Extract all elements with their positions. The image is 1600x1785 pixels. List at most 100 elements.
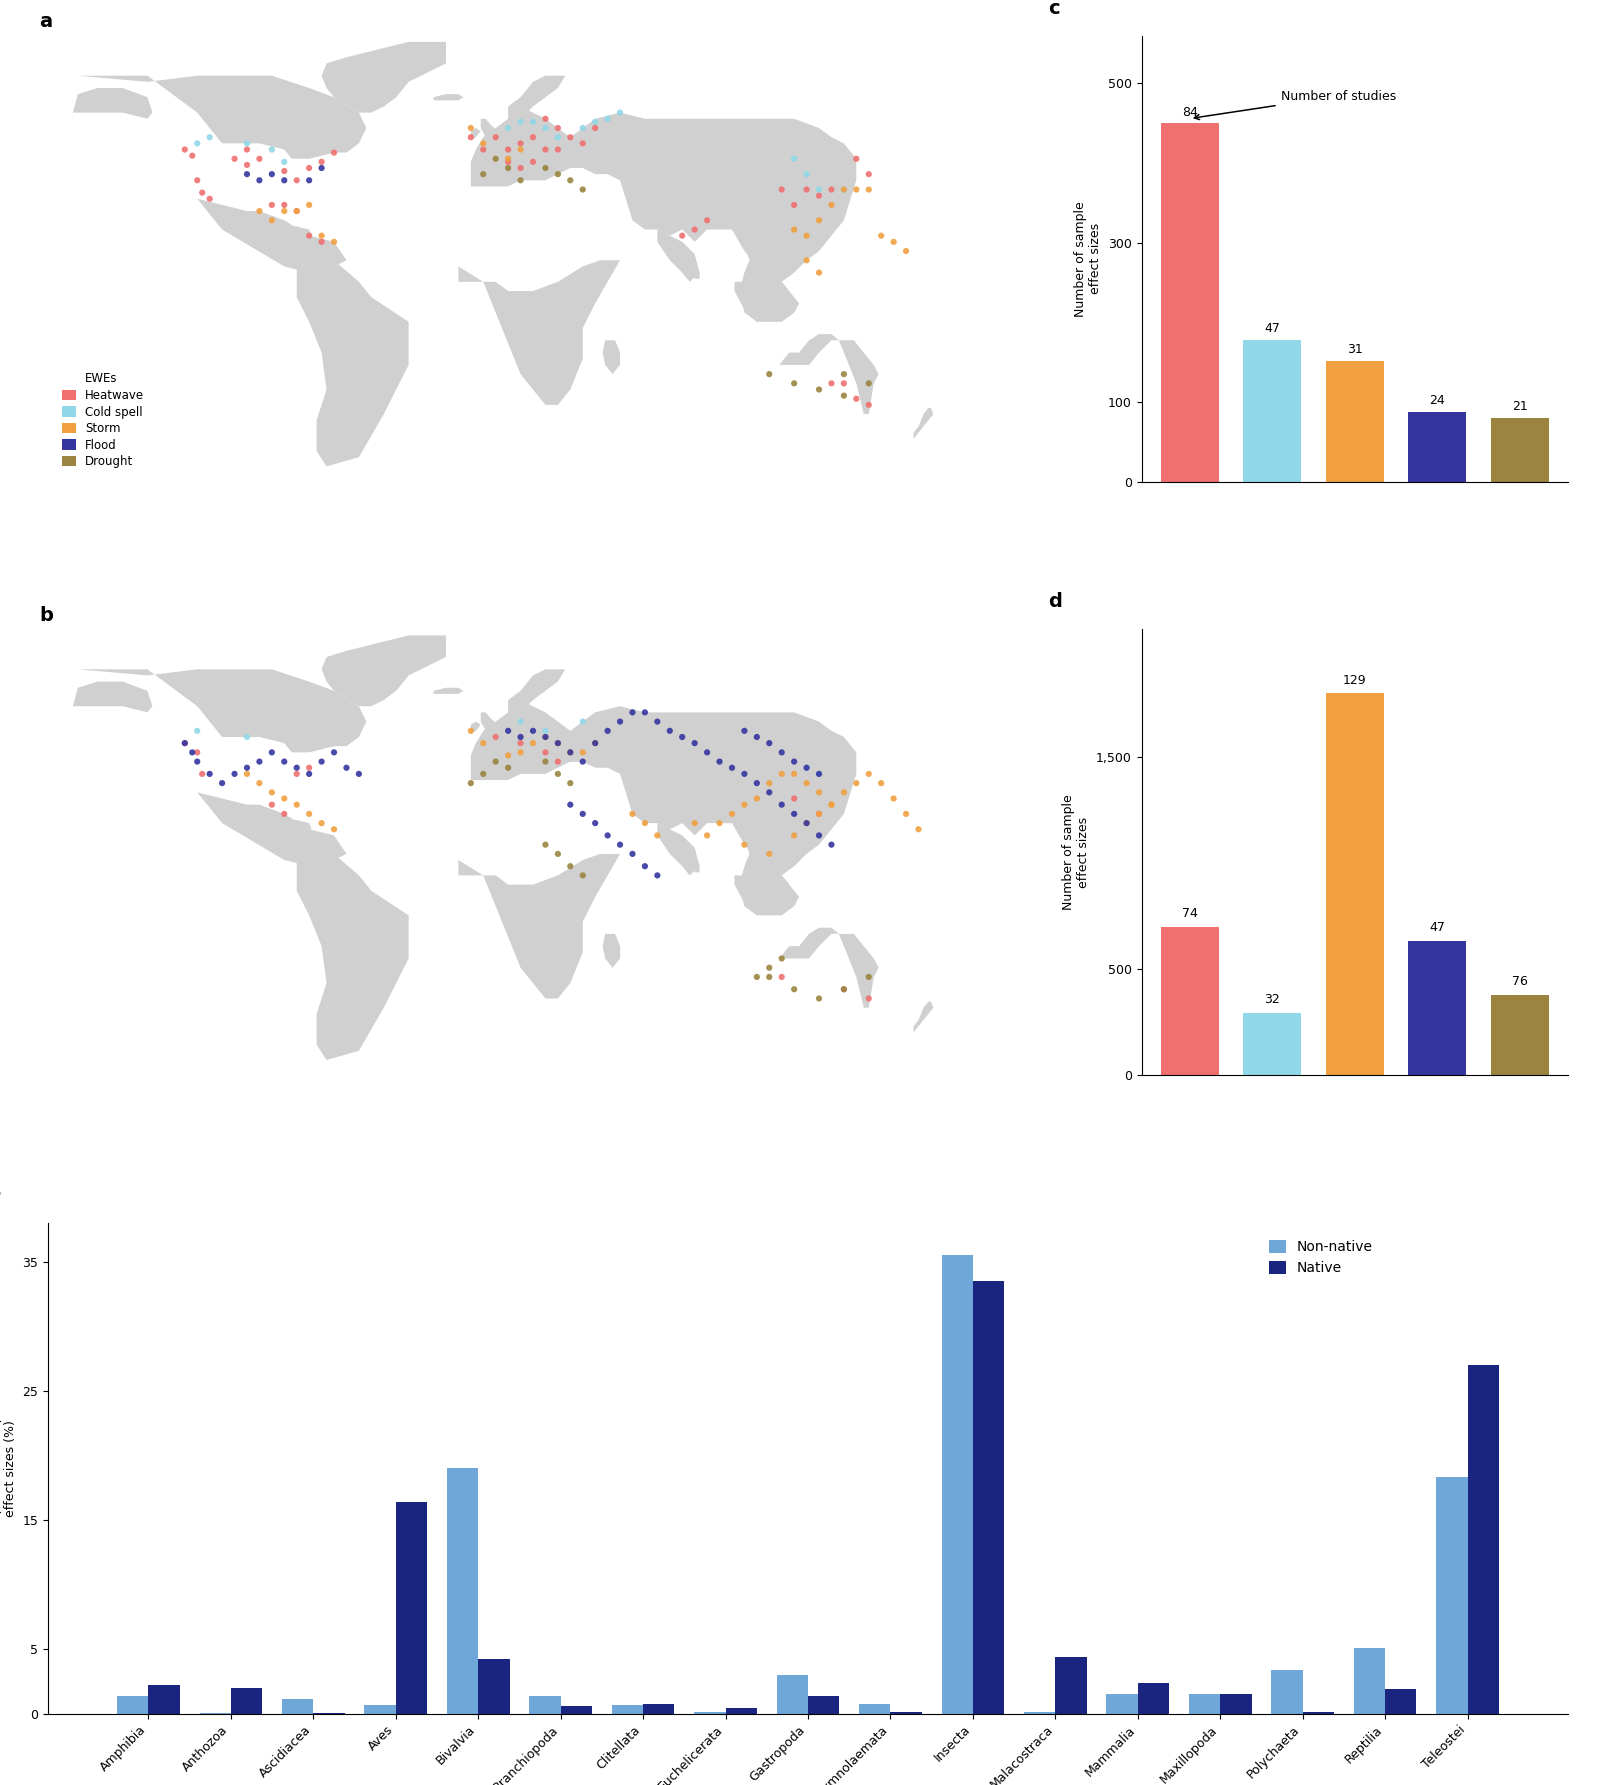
Bar — [1302, 1712, 1334, 1714]
Polygon shape — [480, 712, 501, 737]
Polygon shape — [789, 241, 805, 273]
Point — [582, 809, 608, 837]
Point — [869, 769, 894, 798]
Point — [893, 237, 918, 266]
Point — [507, 154, 533, 182]
Point — [259, 191, 285, 220]
Point — [283, 166, 309, 195]
Point — [781, 748, 806, 776]
Point — [770, 791, 795, 819]
Point — [309, 154, 334, 182]
Point — [570, 129, 595, 157]
Polygon shape — [558, 707, 856, 875]
Bar — [365, 1705, 395, 1714]
Point — [507, 107, 533, 136]
Point — [470, 129, 496, 157]
Point — [283, 196, 309, 225]
Text: c: c — [1048, 0, 1059, 18]
Point — [309, 748, 334, 776]
Point — [234, 760, 259, 789]
Point — [632, 851, 658, 880]
Point — [507, 723, 533, 751]
Point — [507, 737, 533, 766]
Point — [557, 851, 582, 880]
Point — [283, 760, 309, 789]
Bar — [1221, 1694, 1251, 1714]
Point — [744, 723, 770, 751]
Point — [546, 114, 571, 143]
Bar — [1386, 1689, 1416, 1714]
Point — [458, 769, 483, 798]
Point — [246, 748, 272, 776]
Point — [533, 723, 558, 751]
Point — [781, 760, 806, 789]
Point — [507, 166, 533, 195]
Point — [570, 737, 595, 766]
Point — [507, 129, 533, 157]
Polygon shape — [480, 120, 501, 143]
Point — [346, 760, 371, 789]
Point — [184, 129, 210, 157]
Polygon shape — [819, 755, 850, 793]
Point — [272, 157, 298, 186]
Point — [533, 154, 558, 182]
Bar — [941, 1255, 973, 1714]
Point — [184, 166, 210, 195]
Point — [819, 791, 845, 819]
Bar — [230, 1689, 262, 1714]
Point — [234, 753, 259, 782]
Point — [283, 791, 309, 819]
Point — [757, 778, 782, 807]
Polygon shape — [509, 75, 565, 120]
Point — [179, 141, 205, 170]
Point — [570, 707, 595, 735]
Point — [272, 800, 298, 828]
Point — [496, 148, 522, 177]
Bar — [1326, 361, 1384, 482]
Point — [869, 221, 894, 250]
Point — [806, 205, 832, 234]
Point — [520, 716, 546, 744]
Point — [546, 839, 571, 868]
Y-axis label: Proportion of sample
effect sizes (%): Proportion of sample effect sizes (%) — [0, 1403, 18, 1533]
Point — [856, 962, 882, 991]
Point — [570, 800, 595, 828]
Point — [496, 136, 522, 164]
Polygon shape — [694, 860, 699, 873]
Point — [533, 723, 558, 751]
Point — [731, 760, 757, 789]
Point — [259, 161, 285, 189]
Point — [322, 816, 347, 844]
Point — [718, 753, 744, 782]
Point — [533, 737, 558, 766]
Polygon shape — [914, 1001, 933, 1032]
Polygon shape — [779, 928, 878, 1009]
Point — [906, 816, 931, 844]
Point — [669, 723, 694, 751]
Point — [179, 737, 205, 766]
Point — [731, 716, 757, 744]
Text: 31: 31 — [1347, 343, 1363, 355]
Y-axis label: Number of sample
effect sizes: Number of sample effect sizes — [1074, 202, 1102, 316]
Point — [781, 784, 806, 812]
Point — [608, 707, 634, 735]
Text: b: b — [38, 605, 53, 625]
Point — [322, 227, 347, 255]
Point — [882, 227, 907, 255]
Polygon shape — [658, 823, 699, 875]
Text: Number of studies: Number of studies — [1194, 89, 1395, 120]
Bar — [1437, 1478, 1467, 1714]
Point — [546, 728, 571, 757]
Point — [856, 391, 882, 419]
Text: 47: 47 — [1429, 921, 1445, 934]
Point — [272, 748, 298, 776]
Bar — [1162, 926, 1219, 1075]
Point — [570, 860, 595, 889]
Point — [234, 129, 259, 157]
Bar — [891, 1712, 922, 1714]
Point — [557, 737, 582, 766]
Polygon shape — [558, 112, 856, 282]
Point — [806, 259, 832, 287]
Polygon shape — [285, 227, 312, 236]
Polygon shape — [434, 687, 464, 694]
